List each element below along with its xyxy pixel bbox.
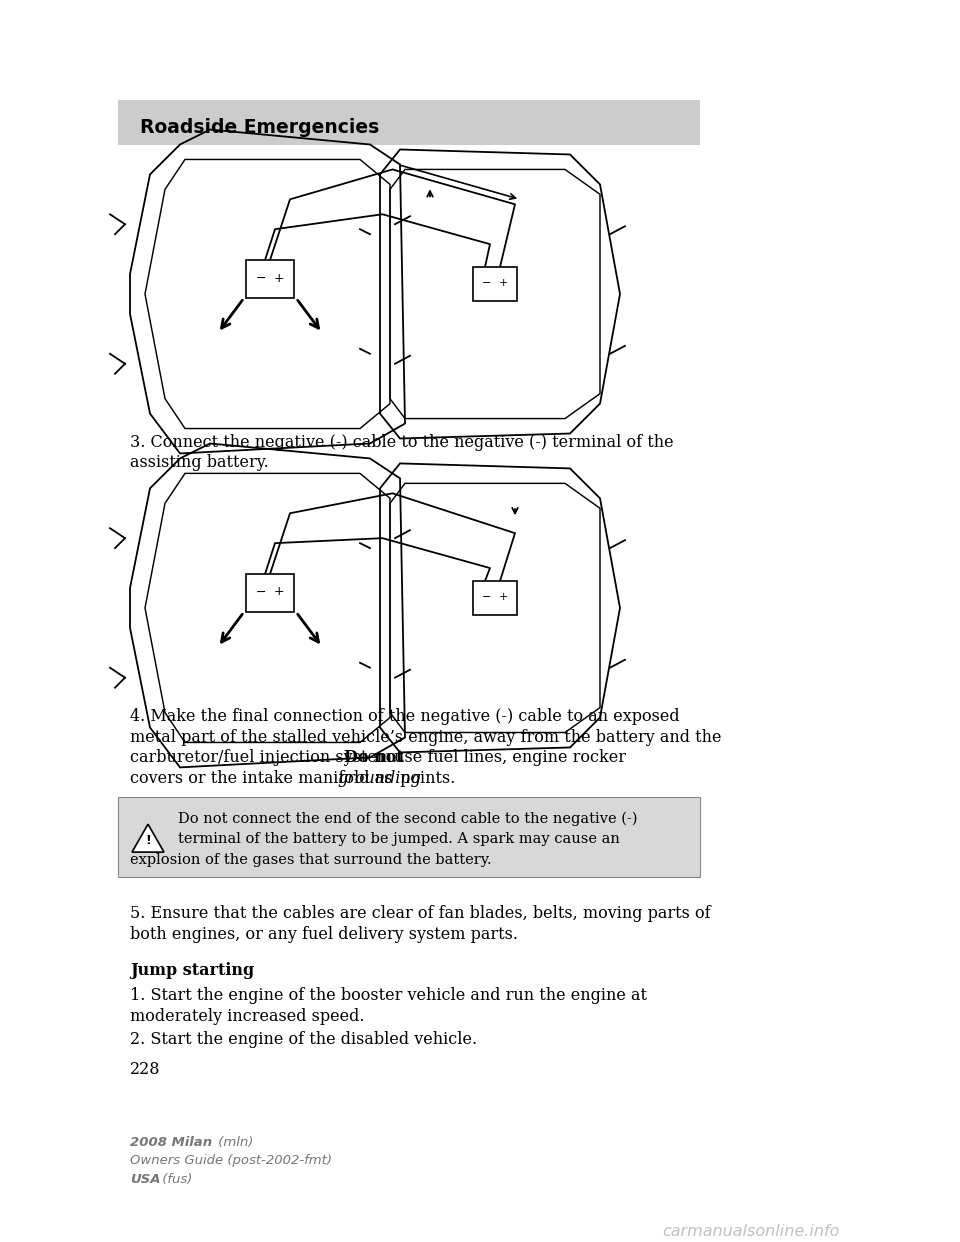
Text: !: !: [145, 833, 151, 847]
Polygon shape: [132, 825, 164, 852]
Text: 3. Connect the negative (-) cable to the negative (-) terminal of the: 3. Connect the negative (-) cable to the…: [130, 433, 674, 451]
Text: metal part of the stalled vehicle’s engine, away from the battery and the: metal part of the stalled vehicle’s engi…: [130, 729, 722, 745]
Text: +: +: [274, 585, 284, 599]
Text: Owners Guide (post-2002-fmt): Owners Guide (post-2002-fmt): [130, 1154, 332, 1167]
Bar: [118, 797, 700, 877]
Text: terminal of the battery to be jumped. A spark may cause an: terminal of the battery to be jumped. A …: [178, 832, 620, 846]
Text: carmanualsonline.info: carmanualsonline.info: [662, 1223, 840, 1238]
Text: both engines, or any fuel delivery system parts.: both engines, or any fuel delivery syste…: [130, 925, 518, 943]
Text: USA: USA: [130, 1172, 160, 1186]
Text: 4. Make the final connection of the negative (-) cable to an exposed: 4. Make the final connection of the nega…: [130, 708, 680, 724]
Text: 5. Ensure that the cables are clear of fan blades, belts, moving parts of: 5. Ensure that the cables are clear of f…: [130, 905, 710, 922]
Text: −: −: [255, 585, 266, 599]
Text: (fus): (fus): [158, 1172, 192, 1186]
Text: use fuel lines, engine rocker: use fuel lines, engine rocker: [389, 749, 626, 766]
Text: 2008 Milan: 2008 Milan: [130, 1136, 212, 1149]
Text: 2. Start the engine of the disabled vehicle.: 2. Start the engine of the disabled vehi…: [130, 1032, 477, 1048]
Bar: [246, 260, 294, 298]
Text: 1. Start the engine of the booster vehicle and run the engine at: 1. Start the engine of the booster vehic…: [130, 986, 647, 1004]
Text: carburetor/fuel injection system.: carburetor/fuel injection system.: [130, 749, 402, 766]
Bar: [118, 99, 700, 144]
Text: (mln): (mln): [214, 1136, 253, 1149]
Text: −: −: [482, 278, 492, 288]
Text: assisting battery.: assisting battery.: [130, 455, 269, 472]
Text: Do not connect the end of the second cable to the negative (-): Do not connect the end of the second cab…: [178, 811, 637, 826]
Text: 228: 228: [130, 1062, 160, 1078]
Text: +: +: [274, 272, 284, 284]
Text: covers or the intake manifold as: covers or the intake manifold as: [130, 770, 397, 787]
Text: +: +: [498, 278, 508, 288]
Bar: [473, 581, 517, 615]
Text: Roadside Emergencies: Roadside Emergencies: [140, 118, 379, 137]
Text: grounding: grounding: [338, 770, 421, 787]
Text: +: +: [498, 592, 508, 602]
Bar: [246, 574, 294, 612]
Text: −: −: [482, 592, 492, 602]
Text: Jump starting: Jump starting: [130, 961, 254, 979]
Text: Do not: Do not: [345, 749, 404, 766]
Bar: [473, 267, 517, 301]
Text: moderately increased speed.: moderately increased speed.: [130, 1007, 365, 1025]
Text: points.: points.: [395, 770, 455, 787]
Text: explosion of the gases that surround the battery.: explosion of the gases that surround the…: [130, 853, 492, 867]
Text: −: −: [255, 272, 266, 284]
